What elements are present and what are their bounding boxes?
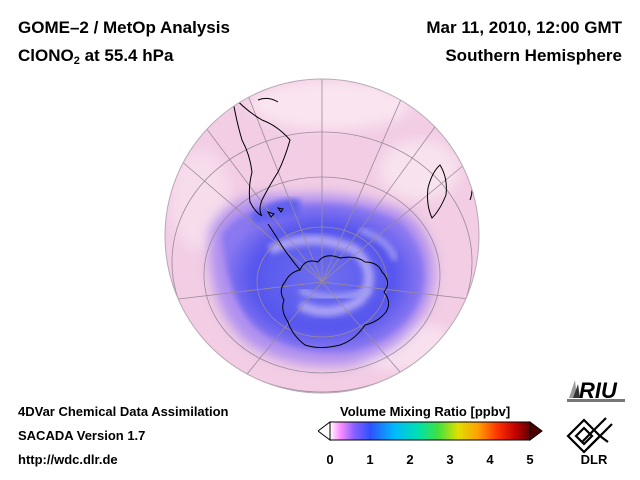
- pressure-level: at 55.4 hPa: [79, 46, 174, 65]
- version-label: SACADA Version 1.7: [18, 428, 146, 443]
- globe-field: [165, 79, 479, 393]
- method-label: 4DVar Chemical Data Assimilation: [18, 404, 229, 419]
- colorbar: [318, 421, 543, 441]
- colorbar-min-arrow: [318, 421, 331, 441]
- colorbar-gradient: [329, 421, 531, 441]
- date-label: Mar 11, 2010, 12:00 GMT: [426, 18, 622, 37]
- dlr-logo-text: DLR: [581, 452, 608, 467]
- colorbar-tick: 5: [526, 452, 534, 467]
- colorbar-tick: 1: [366, 452, 374, 467]
- colorbar-tick: 0: [326, 452, 334, 467]
- species-name: ClONO: [18, 46, 74, 65]
- coastlines: [231, 93, 473, 348]
- globe-outline: [164, 78, 480, 394]
- longitude-grid: [169, 79, 479, 393]
- region-label: Southern Hemisphere: [445, 46, 622, 65]
- map-subtitle: ClONO2 at 55.4 hPa: [18, 46, 173, 67]
- colorbar-tick: 3: [446, 452, 454, 467]
- riu-logo: RIU: [567, 378, 625, 403]
- globe-map: [164, 78, 480, 394]
- species-subscript: 2: [73, 55, 80, 67]
- dlr-logo: DLR: [566, 417, 613, 467]
- riu-logo-text: RIU: [579, 378, 618, 403]
- colorbar-max-arrow: [529, 421, 543, 441]
- map-title: GOME–2 / MetOp Analysis: [18, 18, 230, 37]
- colorbar-title: Volume Mixing Ratio [ppbv]: [340, 404, 511, 419]
- colorbar-tick: 2: [406, 452, 414, 467]
- colorbar-tick: 4: [486, 452, 494, 467]
- url-link[interactable]: http://wdc.dlr.de: [18, 452, 118, 467]
